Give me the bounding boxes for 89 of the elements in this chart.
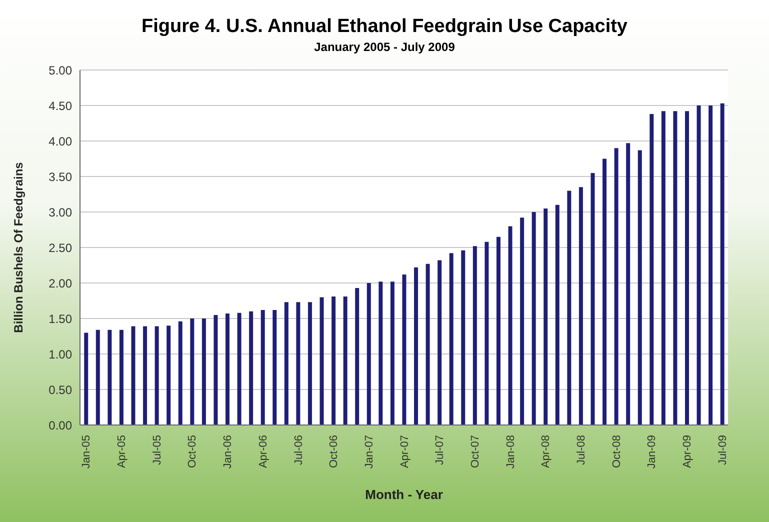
chart-title: Figure 4. U.S. Annual Ethanol Feedgrain Use Capacity [140,15,628,38]
bar [673,111,678,425]
bar [567,190,572,425]
bar [320,297,324,425]
y-tick-label: 1.50 [48,312,72,326]
bar [378,282,383,425]
y-tick-label: 2.00 [48,276,72,290]
x-tick-label: Jul-05 [151,435,164,465]
bar [308,302,312,425]
bar [438,260,442,425]
x-tick-label: Jul-08 [576,435,588,465]
x-tick-label: Apr-06 [257,435,270,468]
bar [166,326,171,425]
y-tick-label: 3.50 [48,170,72,184]
chart-subtitle: January 2005 - July 2009 [313,40,456,54]
x-axis-title: Month - Year [365,487,443,502]
x-tick-label: Apr-07 [398,435,411,468]
bar [272,310,277,425]
y-tick-label: 2.50 [48,240,72,255]
x-tick-label: Oct-06 [328,435,340,468]
bar [426,264,430,425]
bar [366,283,371,425]
x-tick-label: Jan-05 [80,435,93,469]
x-tick-label: Jan-06 [222,435,234,469]
bar [414,267,418,425]
bar [720,103,724,425]
x-tick-label: Jan-07 [363,435,376,469]
bar [178,321,182,425]
y-tick-label: 3.00 [48,205,72,220]
bar [614,148,618,425]
bar [532,212,536,425]
bar [661,111,666,425]
bar [119,330,124,425]
y-axis-title: Billion Bushels Of Feedgrains [11,162,26,333]
bar [484,242,489,425]
x-tick-label: Jan-08 [504,435,517,469]
bar [696,106,701,425]
bar [343,296,348,425]
x-tick-label: Oct-07 [470,435,482,468]
bar [650,114,654,425]
bar [284,302,288,425]
bar [449,253,454,425]
bar [202,318,206,425]
y-tick-label: 4.00 [48,134,72,148]
y-tick-label: 4.50 [48,98,72,113]
y-tick-label: 5.00 [48,63,72,78]
bar [96,330,100,425]
bar [708,106,713,425]
bar [684,111,689,425]
bar [131,326,136,425]
bar [249,311,254,425]
bar [84,332,88,425]
bar [154,326,159,425]
bar [496,236,500,425]
x-tick-label: Apr-09 [682,435,694,468]
bar [626,143,630,425]
x-tick-label: Oct-05 [186,435,199,468]
x-tick-label: Oct-08 [610,435,623,468]
bar [555,204,560,425]
bar [143,326,148,425]
x-tick-label: Apr-05 [116,435,128,468]
bar [544,208,548,425]
bar [602,158,607,425]
x-tick-label: Jul-09 [716,435,729,465]
bar [214,314,218,425]
bar [472,246,477,425]
x-tick-label: Apr-08 [540,435,552,468]
bar [190,318,194,425]
bar [402,274,406,425]
bar [332,296,336,425]
bar [355,288,360,425]
bar [108,330,112,425]
x-tick-label: Jan-09 [646,435,658,469]
x-tick-label: Jul-06 [292,435,305,465]
x-tick-label: Jul-07 [434,435,446,465]
bar [260,310,265,425]
bar [226,314,230,425]
bar [390,282,394,425]
bar [590,172,595,425]
bar [638,150,642,425]
bar [296,302,300,425]
bar [461,250,466,425]
y-tick-label: 0.00 [48,418,72,432]
bar [520,218,524,425]
bar [508,226,512,425]
bar [237,312,242,425]
y-tick-label: 1.00 [48,347,72,362]
bar [578,187,583,425]
y-tick-label: 0.50 [48,382,72,397]
